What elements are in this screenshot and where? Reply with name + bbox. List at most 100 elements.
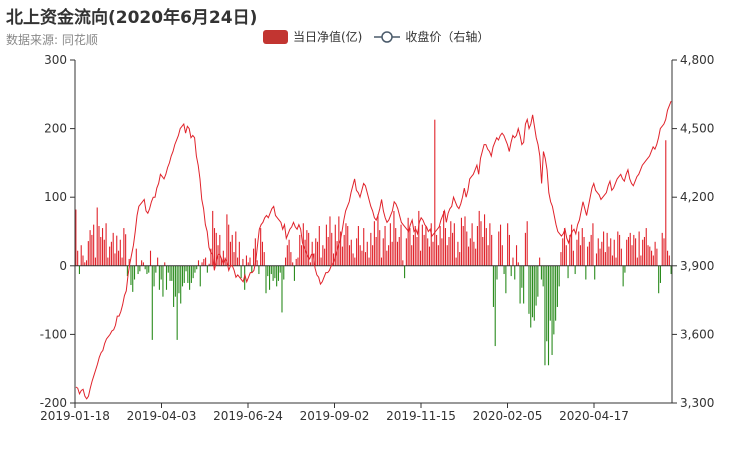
bar bbox=[386, 250, 388, 266]
bar bbox=[311, 241, 313, 266]
bar bbox=[462, 226, 464, 266]
bar bbox=[235, 231, 237, 266]
bar bbox=[569, 234, 571, 266]
bar bbox=[164, 262, 166, 266]
bar bbox=[423, 234, 425, 266]
bar bbox=[285, 257, 287, 266]
bar bbox=[418, 210, 420, 266]
bar bbox=[412, 234, 415, 266]
bar bbox=[258, 265, 260, 275]
bar bbox=[181, 265, 184, 287]
bar bbox=[295, 258, 297, 266]
bar bbox=[86, 260, 88, 266]
bar bbox=[558, 265, 560, 287]
bar bbox=[316, 241, 319, 266]
bar bbox=[318, 226, 320, 266]
bar bbox=[260, 228, 262, 266]
bar bbox=[391, 241, 393, 266]
right-tick-label: 3,900 bbox=[680, 259, 714, 273]
bar bbox=[96, 207, 98, 266]
bar bbox=[542, 265, 544, 287]
bar bbox=[631, 245, 633, 266]
bar bbox=[247, 262, 249, 266]
bar bbox=[269, 265, 271, 290]
bar bbox=[405, 238, 407, 266]
bar bbox=[434, 119, 436, 266]
bar bbox=[654, 241, 656, 266]
bar bbox=[119, 239, 121, 266]
bar bbox=[665, 140, 667, 266]
bar bbox=[444, 228, 447, 266]
bar bbox=[215, 232, 217, 266]
bar bbox=[125, 234, 127, 266]
bar bbox=[452, 232, 454, 266]
bar bbox=[624, 265, 626, 273]
bar bbox=[485, 228, 487, 266]
legend-net-flow-label: 当日净值(亿) bbox=[293, 30, 363, 44]
bar bbox=[286, 245, 288, 266]
bar bbox=[622, 265, 624, 287]
bar bbox=[196, 265, 198, 270]
bar bbox=[368, 257, 370, 266]
bar bbox=[492, 265, 494, 307]
bar bbox=[194, 265, 196, 273]
bar bbox=[388, 245, 390, 266]
bar bbox=[263, 252, 265, 266]
bar bbox=[261, 241, 263, 266]
bar bbox=[297, 257, 299, 266]
bar bbox=[535, 265, 537, 306]
bar bbox=[649, 246, 651, 266]
bar bbox=[110, 241, 112, 266]
close-price-line bbox=[75, 100, 672, 400]
bar bbox=[384, 226, 386, 266]
bar bbox=[572, 250, 574, 266]
bar bbox=[610, 238, 612, 266]
bar bbox=[91, 234, 93, 266]
bar bbox=[498, 231, 500, 266]
bar bbox=[185, 265, 187, 272]
bar bbox=[265, 265, 267, 294]
legend-item-close-price[interactable]: 收盘价（右轴） bbox=[374, 28, 489, 45]
bar bbox=[277, 265, 279, 281]
bar bbox=[352, 253, 354, 266]
bar bbox=[121, 257, 123, 266]
x-tick-label: 2019-01-18 bbox=[40, 409, 110, 423]
bar bbox=[595, 253, 598, 266]
bar bbox=[292, 262, 294, 266]
left-tick-label: -200 bbox=[40, 396, 67, 410]
bar bbox=[306, 230, 308, 266]
bar bbox=[242, 258, 244, 266]
bar bbox=[148, 265, 150, 273]
legend-line-swatch bbox=[374, 30, 401, 43]
x-tick-label: 2019-11-15 bbox=[386, 409, 456, 423]
bar bbox=[400, 224, 402, 266]
bar bbox=[524, 232, 526, 266]
bar bbox=[338, 216, 340, 266]
bar bbox=[343, 234, 345, 266]
bar bbox=[585, 265, 587, 280]
bar bbox=[617, 231, 619, 266]
bar bbox=[519, 265, 521, 304]
bar bbox=[549, 265, 551, 321]
bar bbox=[606, 232, 608, 266]
x-tick-label: 2019-04-03 bbox=[127, 409, 197, 423]
bar bbox=[327, 236, 329, 266]
bar bbox=[482, 236, 484, 266]
bar bbox=[370, 232, 372, 266]
bar bbox=[562, 238, 564, 266]
bar bbox=[329, 216, 331, 266]
bar bbox=[443, 210, 445, 266]
bar bbox=[101, 228, 104, 266]
bar bbox=[393, 210, 395, 266]
bar bbox=[656, 248, 658, 266]
axes: -200 -100 0 100 200 300 3,300 3,600 3,900 4,200 4,… bbox=[40, 53, 715, 423]
bar bbox=[448, 236, 450, 266]
bar bbox=[206, 265, 208, 273]
bar bbox=[583, 236, 585, 266]
legend-item-net-flow[interactable]: 当日净值(亿) bbox=[263, 28, 362, 45]
bar bbox=[635, 238, 637, 266]
bar bbox=[78, 265, 80, 275]
bar bbox=[633, 234, 635, 266]
bar bbox=[425, 226, 427, 266]
bar bbox=[396, 241, 399, 266]
